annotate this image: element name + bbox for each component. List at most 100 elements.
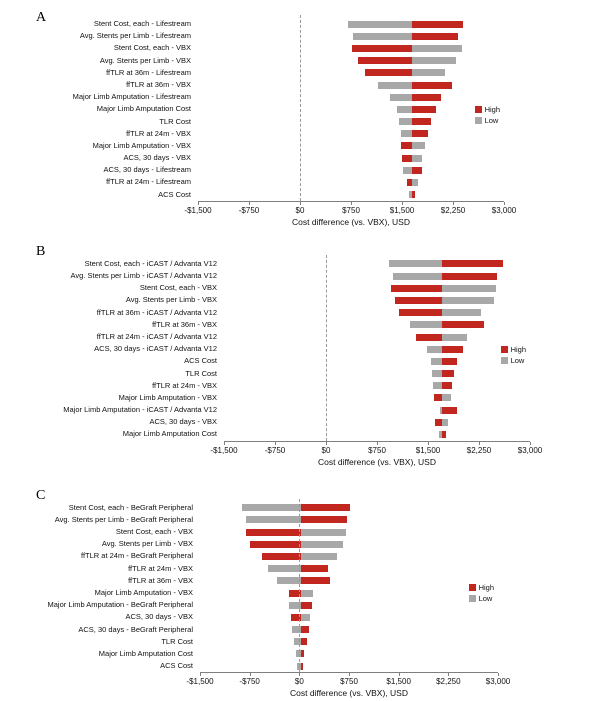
- bar-row: [198, 116, 504, 128]
- plot-area: High Low: [224, 254, 530, 441]
- low-bar: [409, 191, 413, 199]
- bar-row: [200, 538, 498, 550]
- chart-body: Stent Cost, each - Lifestream Avg. Stents…: [0, 15, 606, 228]
- category-label: Avg. Stents per Limb - iCAST / Advanta V…: [70, 271, 217, 280]
- high-bar: [441, 260, 503, 268]
- x-axis-label: Cost difference (vs. VBX), USD: [290, 688, 408, 699]
- bar-row: [200, 514, 498, 526]
- high-bar: [441, 382, 453, 390]
- low-bar: [441, 418, 449, 426]
- high-bar: [301, 662, 303, 670]
- legend-label: High: [510, 344, 526, 354]
- high-bar: [301, 638, 307, 646]
- low-bar: [399, 118, 413, 126]
- low-bar: [403, 166, 413, 174]
- x-tick-label: $0: [295, 205, 305, 215]
- x-axis: -$1,500 -$750 $0 $750 $1,500 $2,250 $3,000: [210, 440, 542, 456]
- legend-swatch-low-icon: [500, 356, 508, 364]
- high-bar: [301, 504, 350, 512]
- low-bar: [441, 394, 452, 402]
- x-tick-label: $750: [368, 445, 386, 455]
- x-tick: [326, 441, 327, 445]
- x-tick: [479, 441, 480, 445]
- plot-wrap: High Low -$1,500 -$750 $0 $750 $1,500 $2,250 $3…: [210, 254, 542, 468]
- x-tick-label: $1,500: [386, 677, 411, 687]
- bar-row: [224, 428, 530, 440]
- category-label: Major Limb Amputation - VBX: [94, 587, 193, 597]
- high-bar: [301, 626, 310, 634]
- category-label: Major Limb Amputation Cost: [96, 104, 191, 114]
- high-bar: [441, 272, 498, 280]
- legend-swatch-high-icon: [500, 345, 508, 353]
- category-label: Avg. Stents per Limb - BeGraft Periphera…: [54, 514, 193, 524]
- high-bar: [391, 284, 442, 292]
- bar-row: [198, 189, 504, 201]
- zero-reference-line: [299, 498, 301, 673]
- x-tick-label: $2,250: [436, 677, 461, 687]
- x-tick: [349, 673, 350, 677]
- x-tick-label: $3,000: [485, 677, 511, 687]
- category-label: Stent Cost, each - Lifestream: [93, 19, 191, 28]
- category-label: ACS, 30 days - Lifestream: [103, 165, 191, 175]
- bar-row: [200, 624, 498, 636]
- category-label: Major Limb Amputation Cost: [98, 648, 193, 658]
- category-label: TLR Cost: [185, 368, 217, 378]
- x-tick-label: $750: [342, 205, 360, 215]
- x-tick: [377, 441, 378, 445]
- x-tick: [249, 201, 250, 205]
- x-tick: [498, 673, 499, 677]
- category-label: TLR Cost: [161, 636, 193, 646]
- legend-swatch-low-icon: [468, 595, 476, 603]
- low-bar: [353, 32, 413, 40]
- legend-label: High: [484, 105, 500, 115]
- panel-letter: C: [36, 487, 46, 503]
- bar-row: [224, 380, 530, 392]
- high-bar: [406, 179, 413, 187]
- x-tick: [351, 201, 352, 205]
- legend-item: High: [468, 583, 494, 593]
- category-label: Major Limb Amputation - VBX: [118, 392, 217, 402]
- bar-row: [224, 416, 530, 428]
- category-label: ACS, 30 days - VBX: [125, 612, 193, 622]
- category-label: ACS Cost: [160, 661, 193, 671]
- category-label: ffTLR at 36m - VBX: [152, 319, 217, 329]
- x-tick: [428, 441, 429, 445]
- category-label: Avg. Stents per Limb - VBX: [125, 295, 217, 305]
- bar-row: [224, 307, 530, 319]
- bar-row: [224, 343, 530, 355]
- low-bar: [294, 638, 302, 646]
- legend-label: High: [478, 583, 494, 593]
- high-bar: [412, 130, 428, 138]
- high-bar: [412, 32, 459, 40]
- high-bar: [412, 81, 452, 89]
- low-bar: [412, 142, 426, 150]
- x-tick: [398, 673, 400, 677]
- bar-row: [198, 103, 504, 115]
- x-tick-label: $1,500: [415, 445, 441, 455]
- plot-wrap: High Low -$1,500 -$750 $0 $750 $1,500 $2,250 $3…: [186, 498, 510, 700]
- high-bar: [441, 357, 458, 365]
- x-axis-label: Cost difference (vs. VBX), USD: [318, 456, 436, 467]
- high-bar: [416, 333, 442, 341]
- category-label: Avg. Stents per Limb - VBX: [99, 55, 191, 65]
- category-label: ffTLR at 24m - iCAST / Advanta V12: [96, 331, 217, 341]
- legend-swatch-high-icon: [474, 106, 482, 114]
- low-bar: [301, 589, 313, 597]
- legend-item: Low: [474, 116, 500, 125]
- category-label: Major Limb Amputation - BeGraft Peripher…: [47, 600, 193, 610]
- low-bar: [388, 260, 442, 268]
- high-bar: [394, 296, 442, 304]
- bar-row: [198, 79, 504, 91]
- x-tick-label: $1,500: [389, 205, 415, 215]
- x-tick-label: -$750: [238, 205, 260, 215]
- high-bar: [402, 154, 413, 162]
- legend-swatch-low-icon: [474, 117, 482, 125]
- legend-label: Low: [510, 355, 525, 365]
- plot-area: High Low: [200, 498, 498, 673]
- x-tick-label: -$1,500: [210, 445, 238, 455]
- category-label: ffTLR at 36m - Lifestream: [106, 67, 191, 77]
- bar-row: [200, 611, 498, 623]
- category-label: ffTLR at 24m - VBX: [128, 563, 193, 573]
- category-labels: Stent Cost, each - BeGraft Peripheral Avg…: [0, 502, 200, 700]
- low-bar: [292, 626, 302, 634]
